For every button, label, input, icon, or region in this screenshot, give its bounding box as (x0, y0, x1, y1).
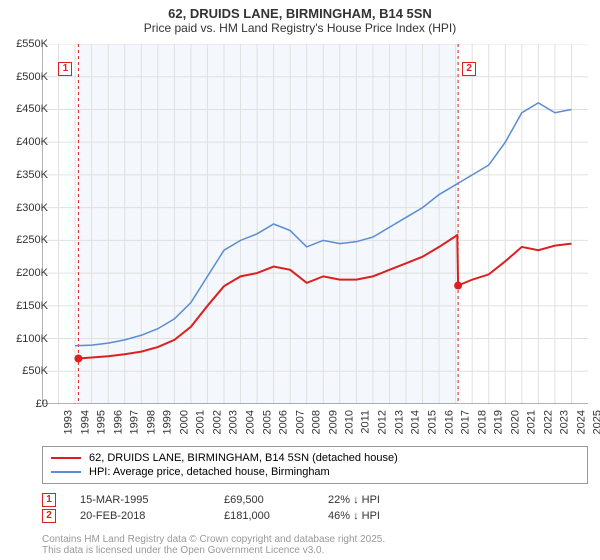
transaction-marker: 2 (42, 509, 56, 523)
y-tick-label: £450K (8, 103, 48, 115)
y-tick-label: £500K (8, 71, 48, 83)
y-tick-label: £200K (8, 267, 48, 279)
x-tick-label: 1994 (79, 410, 91, 434)
x-tick-label: 1997 (129, 410, 141, 434)
x-tick-label: 2019 (493, 410, 505, 434)
chart-marker-2: 2 (462, 62, 476, 76)
x-tick-label: 2011 (359, 410, 371, 434)
y-tick-label: £50K (8, 365, 48, 377)
y-tick-label: £0 (8, 398, 48, 410)
x-tick-label: 2002 (211, 410, 223, 434)
legend-swatch (51, 471, 81, 473)
x-tick-label: 2016 (443, 410, 455, 434)
legend-row: HPI: Average price, detached house, Birm… (51, 465, 579, 479)
x-tick-label: 2020 (509, 410, 521, 434)
x-tick-label: 2021 (526, 410, 538, 434)
transaction-table: 1 15-MAR-1995 £69,500 22% ↓ HPI 2 20-FEB-2018… (42, 492, 380, 524)
chart-container: 62, DRUIDS LANE, BIRMINGHAM, B14 5SN Pri… (0, 0, 600, 560)
y-tick-label: £150K (8, 300, 48, 312)
x-tick-label: 2012 (377, 410, 389, 434)
transaction-price: £181,000 (224, 510, 304, 522)
transaction-row: 1 15-MAR-1995 £69,500 22% ↓ HPI (42, 492, 380, 508)
x-tick-label: 2005 (261, 410, 273, 434)
y-tick-label: £250K (8, 234, 48, 246)
x-tick-label: 2001 (195, 410, 207, 434)
x-tick-label: 2008 (311, 410, 323, 434)
chart-title-line1: 62, DRUIDS LANE, BIRMINGHAM, B14 5SN (0, 0, 600, 21)
x-tick-label: 2009 (327, 410, 339, 434)
x-tick-label: 1993 (62, 410, 74, 434)
x-tick-label: 2025 (592, 410, 600, 434)
footer-line2: This data is licensed under the Open Gov… (42, 545, 385, 556)
x-tick-label: 1998 (145, 410, 157, 434)
x-tick-label: 2017 (460, 410, 472, 434)
legend-label: HPI: Average price, detached house, Birm… (89, 466, 330, 478)
transaction-price: £69,500 (224, 494, 304, 506)
x-tick-label: 2013 (393, 410, 405, 434)
legend-row: 62, DRUIDS LANE, BIRMINGHAM, B14 5SN (de… (51, 451, 579, 465)
y-tick-label: £400K (8, 136, 48, 148)
legend-swatch (51, 457, 81, 459)
x-tick-label: 2014 (410, 410, 422, 434)
y-tick-label: £100K (8, 333, 48, 345)
x-tick-label: 2024 (575, 410, 587, 434)
x-tick-label: 2018 (476, 410, 488, 434)
x-tick-label: 2023 (559, 410, 571, 434)
chart-plot-area (42, 44, 588, 404)
chart-marker-1: 1 (58, 62, 72, 76)
x-tick-label: 1999 (162, 410, 174, 434)
transaction-delta: 46% ↓ HPI (328, 510, 380, 522)
x-tick-label: 2006 (278, 410, 290, 434)
footer-line1: Contains HM Land Registry data © Crown c… (42, 534, 385, 545)
y-tick-label: £350K (8, 169, 48, 181)
legend: 62, DRUIDS LANE, BIRMINGHAM, B14 5SN (de… (42, 446, 588, 484)
x-tick-label: 1996 (112, 410, 124, 434)
x-tick-label: 2015 (426, 410, 438, 434)
transaction-row: 2 20-FEB-2018 £181,000 46% ↓ HPI (42, 508, 380, 524)
transaction-delta: 22% ↓ HPI (328, 494, 380, 506)
transaction-date: 20-FEB-2018 (80, 510, 200, 522)
x-tick-label: 2022 (542, 410, 554, 434)
y-tick-label: £550K (8, 38, 48, 50)
y-tick-label: £300K (8, 202, 48, 214)
transaction-date: 15-MAR-1995 (80, 494, 200, 506)
chart-svg (42, 44, 588, 404)
x-tick-label: 2000 (178, 410, 190, 434)
x-tick-label: 2003 (228, 410, 240, 434)
transaction-marker: 1 (42, 493, 56, 507)
x-tick-label: 2007 (294, 410, 306, 434)
x-tick-label: 2010 (344, 410, 356, 434)
x-tick-label: 2004 (244, 410, 256, 434)
legend-label: 62, DRUIDS LANE, BIRMINGHAM, B14 5SN (de… (89, 452, 398, 464)
chart-title-line2: Price paid vs. HM Land Registry's House … (0, 21, 600, 39)
footer-attribution: Contains HM Land Registry data © Crown c… (42, 534, 385, 556)
x-tick-label: 1995 (96, 410, 108, 434)
